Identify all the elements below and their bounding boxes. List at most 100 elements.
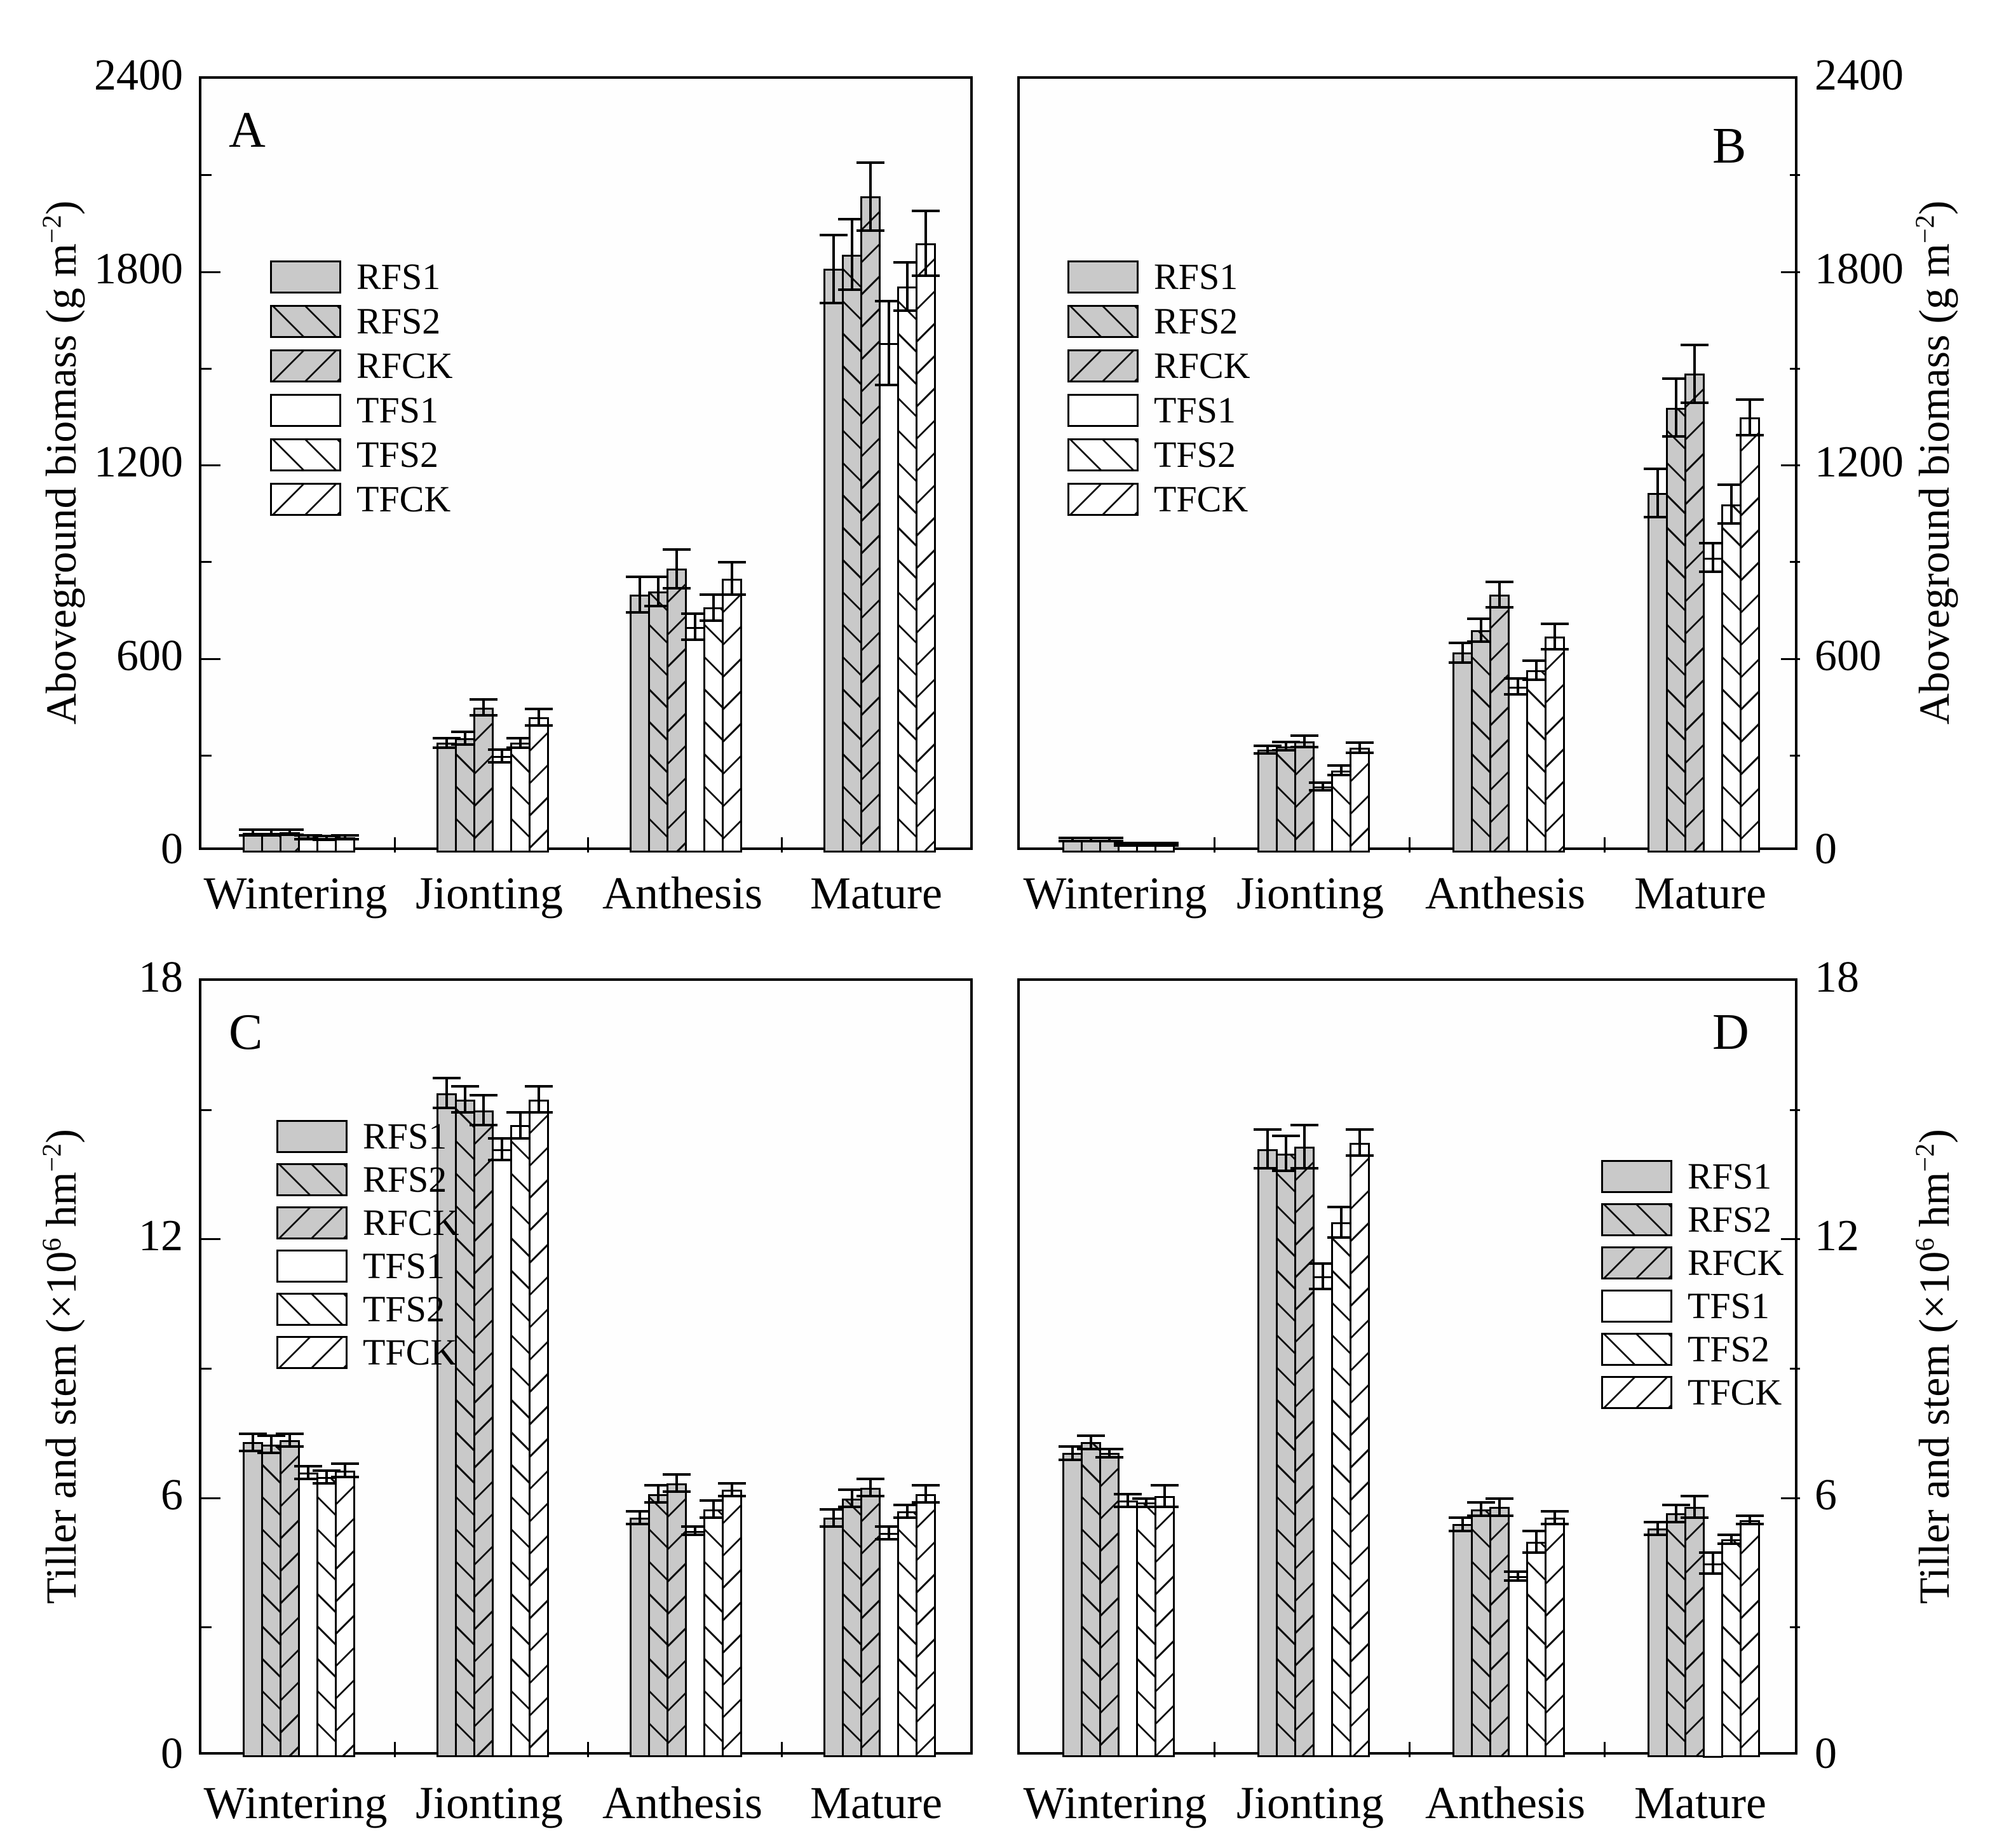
error-bar-top-cap: [1522, 659, 1550, 662]
legend-swatch-rfck: [1601, 1246, 1672, 1279]
error-bar-top-cap: [313, 1469, 341, 1472]
legend-swatch-tfs1: [270, 394, 341, 427]
error-bar-line: [851, 219, 853, 290]
x-category-label: Mature: [1634, 1777, 1766, 1828]
error-bar-top-cap: [1449, 1516, 1477, 1519]
error-bar-line: [924, 211, 927, 276]
y-major-tick: [1781, 1238, 1800, 1240]
error-bar-bottom-cap: [525, 724, 553, 727]
axis-title-text: Aboveground biomass (g m: [37, 243, 85, 725]
bar-tfck-anthesis: [722, 579, 742, 853]
y-major-tick: [201, 658, 220, 660]
bar-tfck-jionting: [529, 717, 549, 853]
error-bar-bottom-cap: [838, 1506, 866, 1508]
x-category-label: Wintering: [1023, 1777, 1207, 1828]
y-major-tick: [201, 464, 220, 466]
y-major-tick: [201, 1238, 220, 1240]
error-bar-bottom-cap: [1662, 1521, 1690, 1523]
x-category-label: Jionting: [415, 1777, 564, 1828]
error-bar-line: [1266, 746, 1269, 753]
y-axis-title: Tiller and stem (×106 hm−2): [37, 1129, 85, 1604]
y-major-tick: [201, 1497, 220, 1499]
legend-item-rfs2: RFS2: [270, 302, 537, 341]
bar-tfck-anthesis: [1545, 1518, 1565, 1757]
error-bar-line: [1693, 1496, 1696, 1518]
error-bar-line: [1749, 400, 1751, 435]
x-category-label: Jionting: [1236, 1777, 1384, 1828]
error-bar-top-cap: [1114, 842, 1142, 844]
bar-tfs2-wintering: [1136, 1502, 1156, 1757]
error-bar-line: [1340, 1207, 1343, 1238]
error-bar-bottom-cap: [470, 1124, 497, 1126]
legend-swatch-tfs1: [276, 1250, 348, 1283]
error-bar-top-cap: [433, 1077, 461, 1079]
y-minor-tick: [201, 755, 212, 757]
error-bar-bottom-cap: [294, 838, 322, 840]
error-bar-bottom-cap: [257, 834, 285, 837]
error-bar-top-cap: [626, 1510, 654, 1513]
error-bar-top-cap: [294, 1465, 322, 1467]
error-bar-line: [307, 835, 309, 839]
error-bar-top-cap: [820, 234, 848, 236]
error-bar-top-cap: [1059, 837, 1086, 839]
legend-swatch-tfck: [276, 1336, 348, 1369]
legend-swatch-rfs1: [270, 260, 341, 293]
error-bar-line: [1498, 1499, 1501, 1516]
bar-tfs1-anthesis: [1508, 687, 1528, 853]
error-bar-bottom-cap: [1327, 774, 1355, 776]
bar-tfs1-anthesis: [685, 1531, 705, 1757]
error-bar-bottom-cap: [838, 288, 866, 291]
legend-panel-c: RFS1 RFS2 RFCK TFS1 TFS2 TFCK: [276, 1116, 543, 1379]
bar-tfs1-jionting: [1313, 1276, 1333, 1757]
error-bar-bottom-cap: [1309, 789, 1337, 792]
bar-tfs1-mature: [879, 343, 899, 853]
error-bar-top-cap: [718, 1482, 746, 1485]
error-bar-line: [325, 1471, 328, 1483]
legend-label-rfs1: RFS1: [363, 1116, 447, 1157]
error-bar-top-cap: [856, 161, 884, 164]
axis-title-superscript: −2: [37, 1143, 67, 1172]
error-bar-bottom-cap: [451, 743, 479, 746]
error-bar-line: [712, 595, 715, 621]
legend-label-rfck: RFCK: [1154, 345, 1250, 386]
legend-label-tfck: TFCK: [356, 478, 451, 520]
y-minor-tick: [1790, 1368, 1800, 1370]
x-category-label: Jionting: [415, 868, 564, 919]
error-bar-line: [869, 1479, 872, 1496]
bar-rfs1-mature: [1648, 493, 1668, 853]
y-tick-label: 600: [116, 631, 183, 680]
legend-label-tfck: TFCK: [363, 1332, 457, 1373]
error-bar-top-cap: [681, 1525, 709, 1528]
error-bar-line: [1285, 1136, 1287, 1170]
y-tick-label: 0: [1815, 1729, 1837, 1778]
bar-tfs2-mature: [1721, 504, 1742, 853]
error-bar-line: [344, 1464, 346, 1476]
bar-tfck-wintering: [1154, 1496, 1175, 1757]
axis-title-text: ): [37, 200, 85, 215]
error-bar-bottom-cap: [313, 839, 341, 841]
y-minor-tick: [201, 174, 212, 176]
legend-swatch-tfs1: [1067, 394, 1139, 427]
bar-rfs2-anthesis: [648, 591, 668, 853]
error-bar-line: [906, 262, 909, 311]
error-bar-top-cap: [1095, 837, 1123, 839]
legend-label-rfs2: RFS2: [1154, 300, 1238, 342]
bar-tfs1-wintering: [298, 1473, 318, 1757]
bar-rfs2-mature: [1666, 408, 1686, 853]
legend-swatch-tfs1: [1601, 1290, 1672, 1323]
error-bar-top-cap: [1644, 468, 1672, 470]
x-boundary-tick: [1214, 1742, 1215, 1757]
error-bar-bottom-cap: [875, 384, 903, 386]
y-minor-tick: [1790, 755, 1800, 757]
error-bar-bottom-cap: [1059, 1459, 1086, 1461]
error-bar-top-cap: [700, 1499, 728, 1502]
error-bar-line: [888, 301, 890, 385]
error-bar-top-cap: [1662, 1504, 1690, 1506]
legend-panel-d: RFS1 RFS2 RFCK TFS1 TFS2 TFCK: [1601, 1157, 1868, 1419]
error-bar-top-cap: [1504, 1570, 1532, 1573]
legend-item-tfs1: TFS1: [1067, 391, 1334, 429]
error-bar-line: [1480, 1502, 1482, 1515]
error-bar-bottom-cap: [1290, 746, 1318, 748]
bar-rfck-mature: [1684, 1507, 1705, 1757]
x-boundary-tick: [587, 837, 589, 853]
